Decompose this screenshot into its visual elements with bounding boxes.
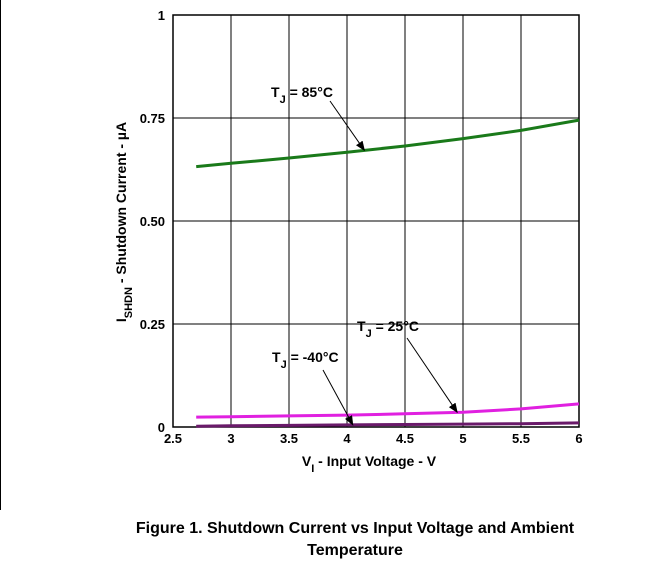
figure-caption: Figure 1. Shutdown Current vs Input Volt… — [40, 518, 670, 562]
caption-line-2: Temperature — [307, 542, 403, 559]
y-tick-label: 1 — [158, 8, 165, 23]
annotation-label: TJ = -40°C — [272, 349, 339, 371]
series-line-1 — [196, 402, 580, 419]
annotations: TJ = 85°C TJ = 25°C TJ = -40°C — [271, 84, 458, 426]
x-tick-label: 5 — [459, 431, 466, 446]
y-axis-title: ISHDN - Shutdown Current - µA — [113, 122, 135, 322]
y-tick-label: 0.25 — [140, 317, 165, 332]
annotation-arrow — [322, 369, 354, 426]
x-tick-label: 2.5 — [164, 431, 182, 446]
x-tick-label: 4 — [343, 431, 351, 446]
y-tick-label: 0 — [158, 420, 165, 435]
annotation-label: TJ = 25°C — [357, 318, 419, 340]
series-line-2 — [196, 421, 580, 428]
grid — [172, 14, 580, 428]
y-tick-label: 0.50 — [140, 214, 165, 229]
x-tick-label: 6 — [575, 431, 582, 446]
series-layer — [196, 118, 580, 428]
x-tick-label: 5.5 — [512, 431, 530, 446]
x-axis-title: VI - Input Voltage - V — [302, 453, 437, 475]
x-tick-label: 3.5 — [280, 431, 298, 446]
series-line-0 — [196, 118, 580, 169]
x-tick-label: 3 — [227, 431, 234, 446]
y-tick-label: 0.75 — [140, 111, 165, 126]
x-tick-label: 4.5 — [396, 431, 414, 446]
annotation-arrow — [406, 337, 458, 414]
annotation-label: TJ = 85°C — [271, 84, 333, 106]
annotation-arrow — [329, 100, 365, 152]
plot-border — [172, 14, 580, 428]
caption-line-1: Figure 1. Shutdown Current vs Input Volt… — [135, 520, 575, 537]
shutdown-current-chart: 2.5 3 3.5 4 4.5 5 5.5 6 0 0.25 0.50 0.75 1 TJ = 85°C… — [0, 0, 583, 510]
tick-labels: 2.5 3 3.5 4 4.5 5 5.5 6 0 0.25 0.50 0.75 1 — [140, 8, 583, 446]
